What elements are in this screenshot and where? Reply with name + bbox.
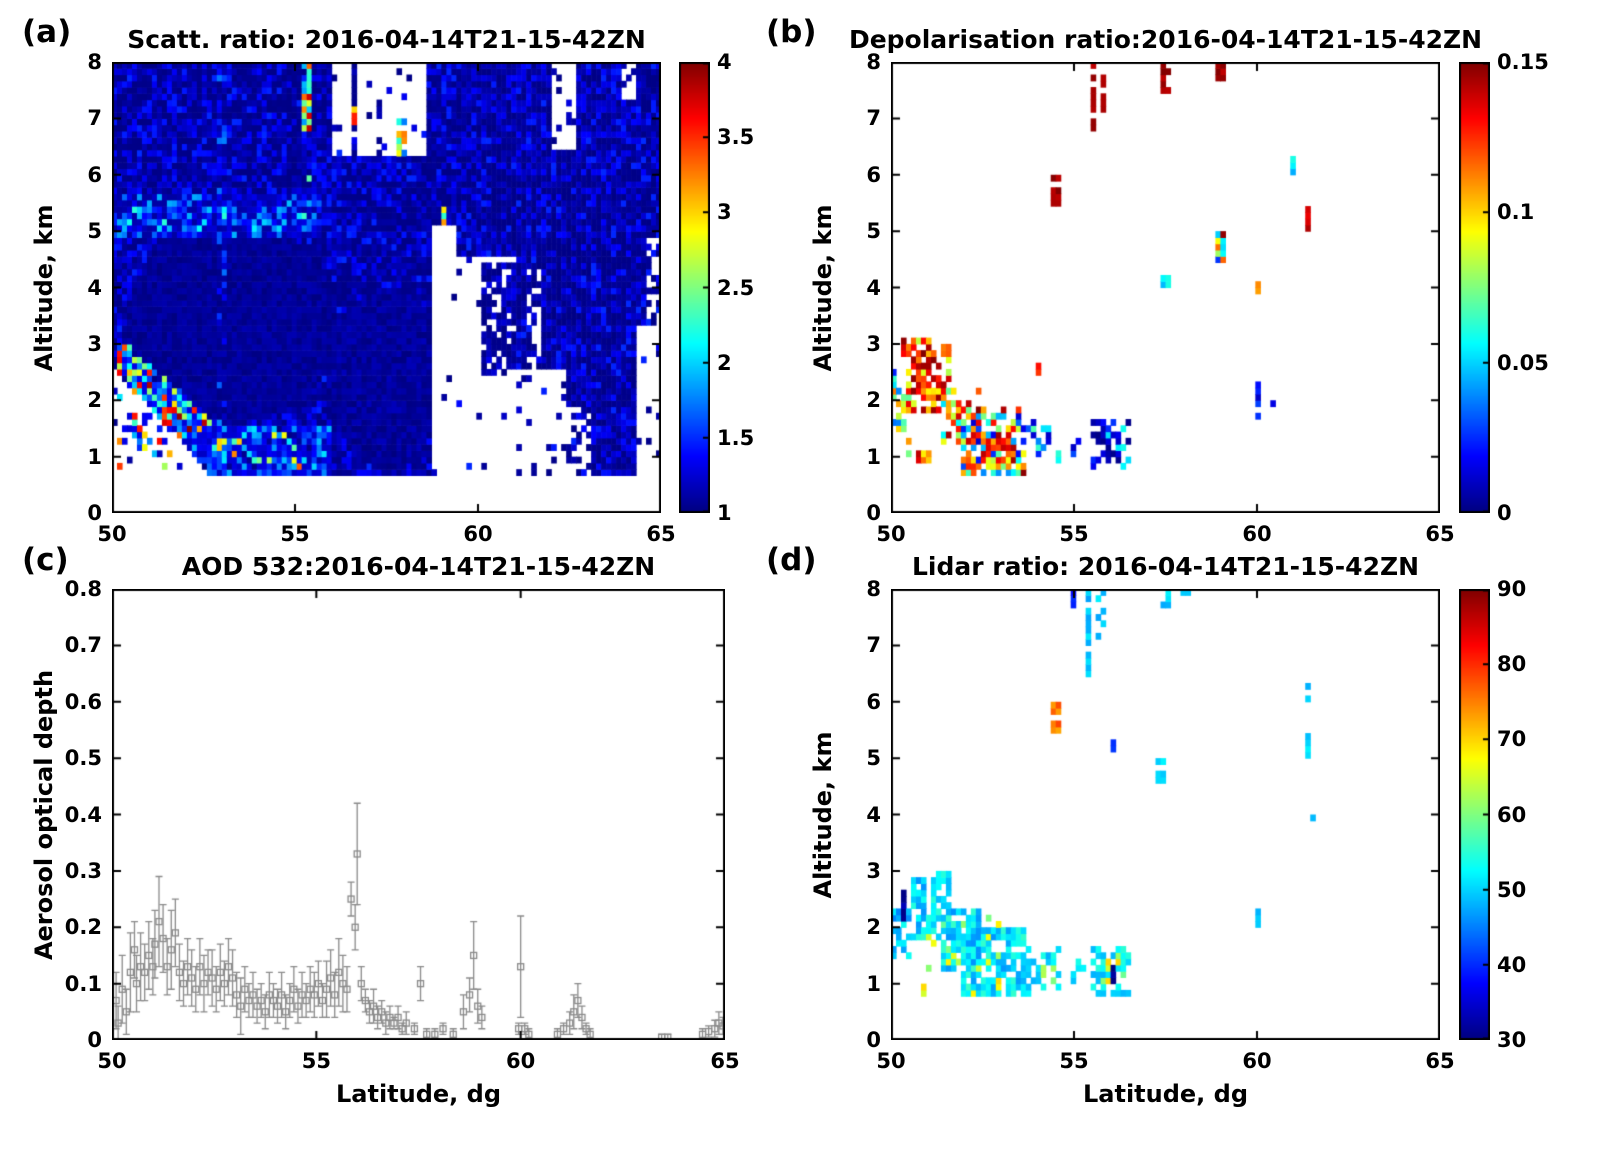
colorbar-tick-label: 60 (1497, 802, 1527, 827)
colorbar-tick-label: 1.5 (717, 425, 755, 450)
panel-a-ylabel: Altitude, km (30, 204, 58, 371)
colorbar-tick-label: 1 (717, 501, 732, 525)
y-tick-label: 1 (866, 971, 881, 996)
panel-c-title: AOD 532:2016-04-14T21-15-42ZN (181, 552, 656, 581)
colorbar-tick-label: 3.5 (717, 125, 755, 150)
x-tick-label: 60 (1242, 522, 1272, 546)
y-tick-label: 5 (866, 219, 881, 244)
panel-c-ylabel: Aerosol optical depth (30, 669, 58, 960)
colorbar-tick-label: 50 (1497, 877, 1527, 902)
panel-d-xlabel: Latitude, dg (1082, 1080, 1249, 1108)
y-tick-label: 7 (87, 106, 102, 131)
x-tick-label: 60 (463, 522, 493, 546)
y-tick-label: 8 (866, 577, 881, 601)
y-tick-label: 0.2 (64, 915, 102, 940)
panel-d-ylabel: Altitude, km (809, 731, 837, 898)
x-tick-label: 65 (1425, 1049, 1455, 1073)
x-tick-label: 60 (506, 1049, 536, 1073)
y-tick-label: 0 (87, 1028, 102, 1052)
colorbar-tick-label: 0.05 (1497, 350, 1549, 375)
scatt-ratio-heatmap (112, 62, 661, 513)
y-tick-label: 2 (87, 388, 102, 413)
y-tick-label: 0.4 (64, 802, 102, 827)
y-tick-label: 1 (866, 444, 881, 469)
x-tick-label: 65 (710, 1049, 740, 1073)
panel-d-title: Lidar ratio: 2016-04-14T21-15-42ZN (911, 552, 1420, 581)
aod-scatter-plot (112, 589, 725, 1040)
y-tick-label: 0.6 (64, 689, 102, 714)
panel-c-label: (c) (22, 542, 69, 578)
depolarisation-ratio-colorbar (1459, 62, 1490, 513)
y-tick-label: 4 (87, 275, 102, 300)
x-tick-label: 55 (1059, 522, 1089, 546)
y-tick-label: 0.5 (64, 746, 102, 771)
colorbar-tick-label: 4 (717, 50, 732, 74)
x-tick-label: 55 (1059, 1049, 1089, 1073)
y-tick-label: 3 (866, 331, 881, 356)
y-tick-label: 0 (87, 501, 102, 525)
colorbar-tick-label: 2.5 (717, 275, 755, 300)
y-tick-label: 2 (866, 915, 881, 940)
y-tick-label: 3 (866, 858, 881, 883)
lidar-ratio-colorbar (1459, 589, 1490, 1040)
colorbar-tick-label: 0.1 (1497, 200, 1535, 225)
y-tick-label: 2 (866, 388, 881, 413)
depolarisation-ratio-heatmap (891, 62, 1440, 513)
y-tick-label: 0 (866, 501, 881, 525)
y-tick-label: 5 (866, 746, 881, 771)
colorbar-tick-label: 90 (1497, 577, 1527, 601)
y-tick-label: 8 (87, 50, 102, 74)
y-tick-label: 5 (87, 219, 102, 244)
colorbar-tick-label: 2 (717, 350, 732, 375)
panel-a-title: Scatt. ratio: 2016-04-14T21-15-42ZN (127, 25, 646, 54)
y-tick-label: 0 (866, 1028, 881, 1052)
colorbar-tick-label: 40 (1497, 952, 1527, 977)
colorbar-tick-label: 80 (1497, 652, 1527, 677)
lidar-ratio-heatmap (891, 589, 1440, 1040)
y-tick-label: 4 (866, 802, 881, 827)
y-tick-label: 1 (87, 444, 102, 469)
colorbar-tick-label: 70 (1497, 727, 1527, 752)
y-tick-label: 7 (866, 633, 881, 658)
y-tick-label: 6 (866, 689, 881, 714)
x-tick-label: 65 (1425, 522, 1455, 546)
y-tick-label: 0.7 (64, 633, 102, 658)
x-tick-label: 50 (97, 522, 127, 546)
y-tick-label: 7 (866, 106, 881, 131)
colorbar-tick-label: 0.15 (1497, 50, 1549, 74)
panel-b-title: Depolarisation ratio:2016-04-14T21-15-42… (848, 25, 1483, 54)
panel-a-label: (a) (22, 14, 72, 50)
x-tick-label: 55 (280, 522, 310, 546)
y-tick-label: 0.8 (64, 577, 102, 601)
y-tick-label: 0.3 (64, 858, 102, 883)
y-tick-label: 4 (866, 275, 881, 300)
y-tick-label: 6 (866, 162, 881, 187)
panel-c-xlabel: Latitude, dg (335, 1080, 502, 1108)
y-tick-label: 6 (87, 162, 102, 187)
x-tick-label: 65 (646, 522, 676, 546)
panel-d-label: (d) (766, 542, 817, 578)
y-tick-label: 3 (87, 331, 102, 356)
x-tick-label: 55 (301, 1049, 331, 1073)
scatt-ratio-colorbar (679, 62, 710, 513)
colorbar-tick-label: 0 (1497, 501, 1512, 525)
colorbar-tick-label: 3 (717, 200, 732, 225)
colorbar-tick-label: 30 (1497, 1028, 1527, 1052)
x-tick-label: 60 (1242, 1049, 1272, 1073)
panel-b-label: (b) (766, 14, 817, 50)
x-tick-label: 50 (97, 1049, 127, 1073)
x-tick-label: 50 (876, 522, 906, 546)
y-tick-label: 8 (866, 50, 881, 74)
x-tick-label: 50 (876, 1049, 906, 1073)
y-tick-label: 0.1 (64, 971, 102, 996)
panel-b-ylabel: Altitude, km (809, 204, 837, 371)
